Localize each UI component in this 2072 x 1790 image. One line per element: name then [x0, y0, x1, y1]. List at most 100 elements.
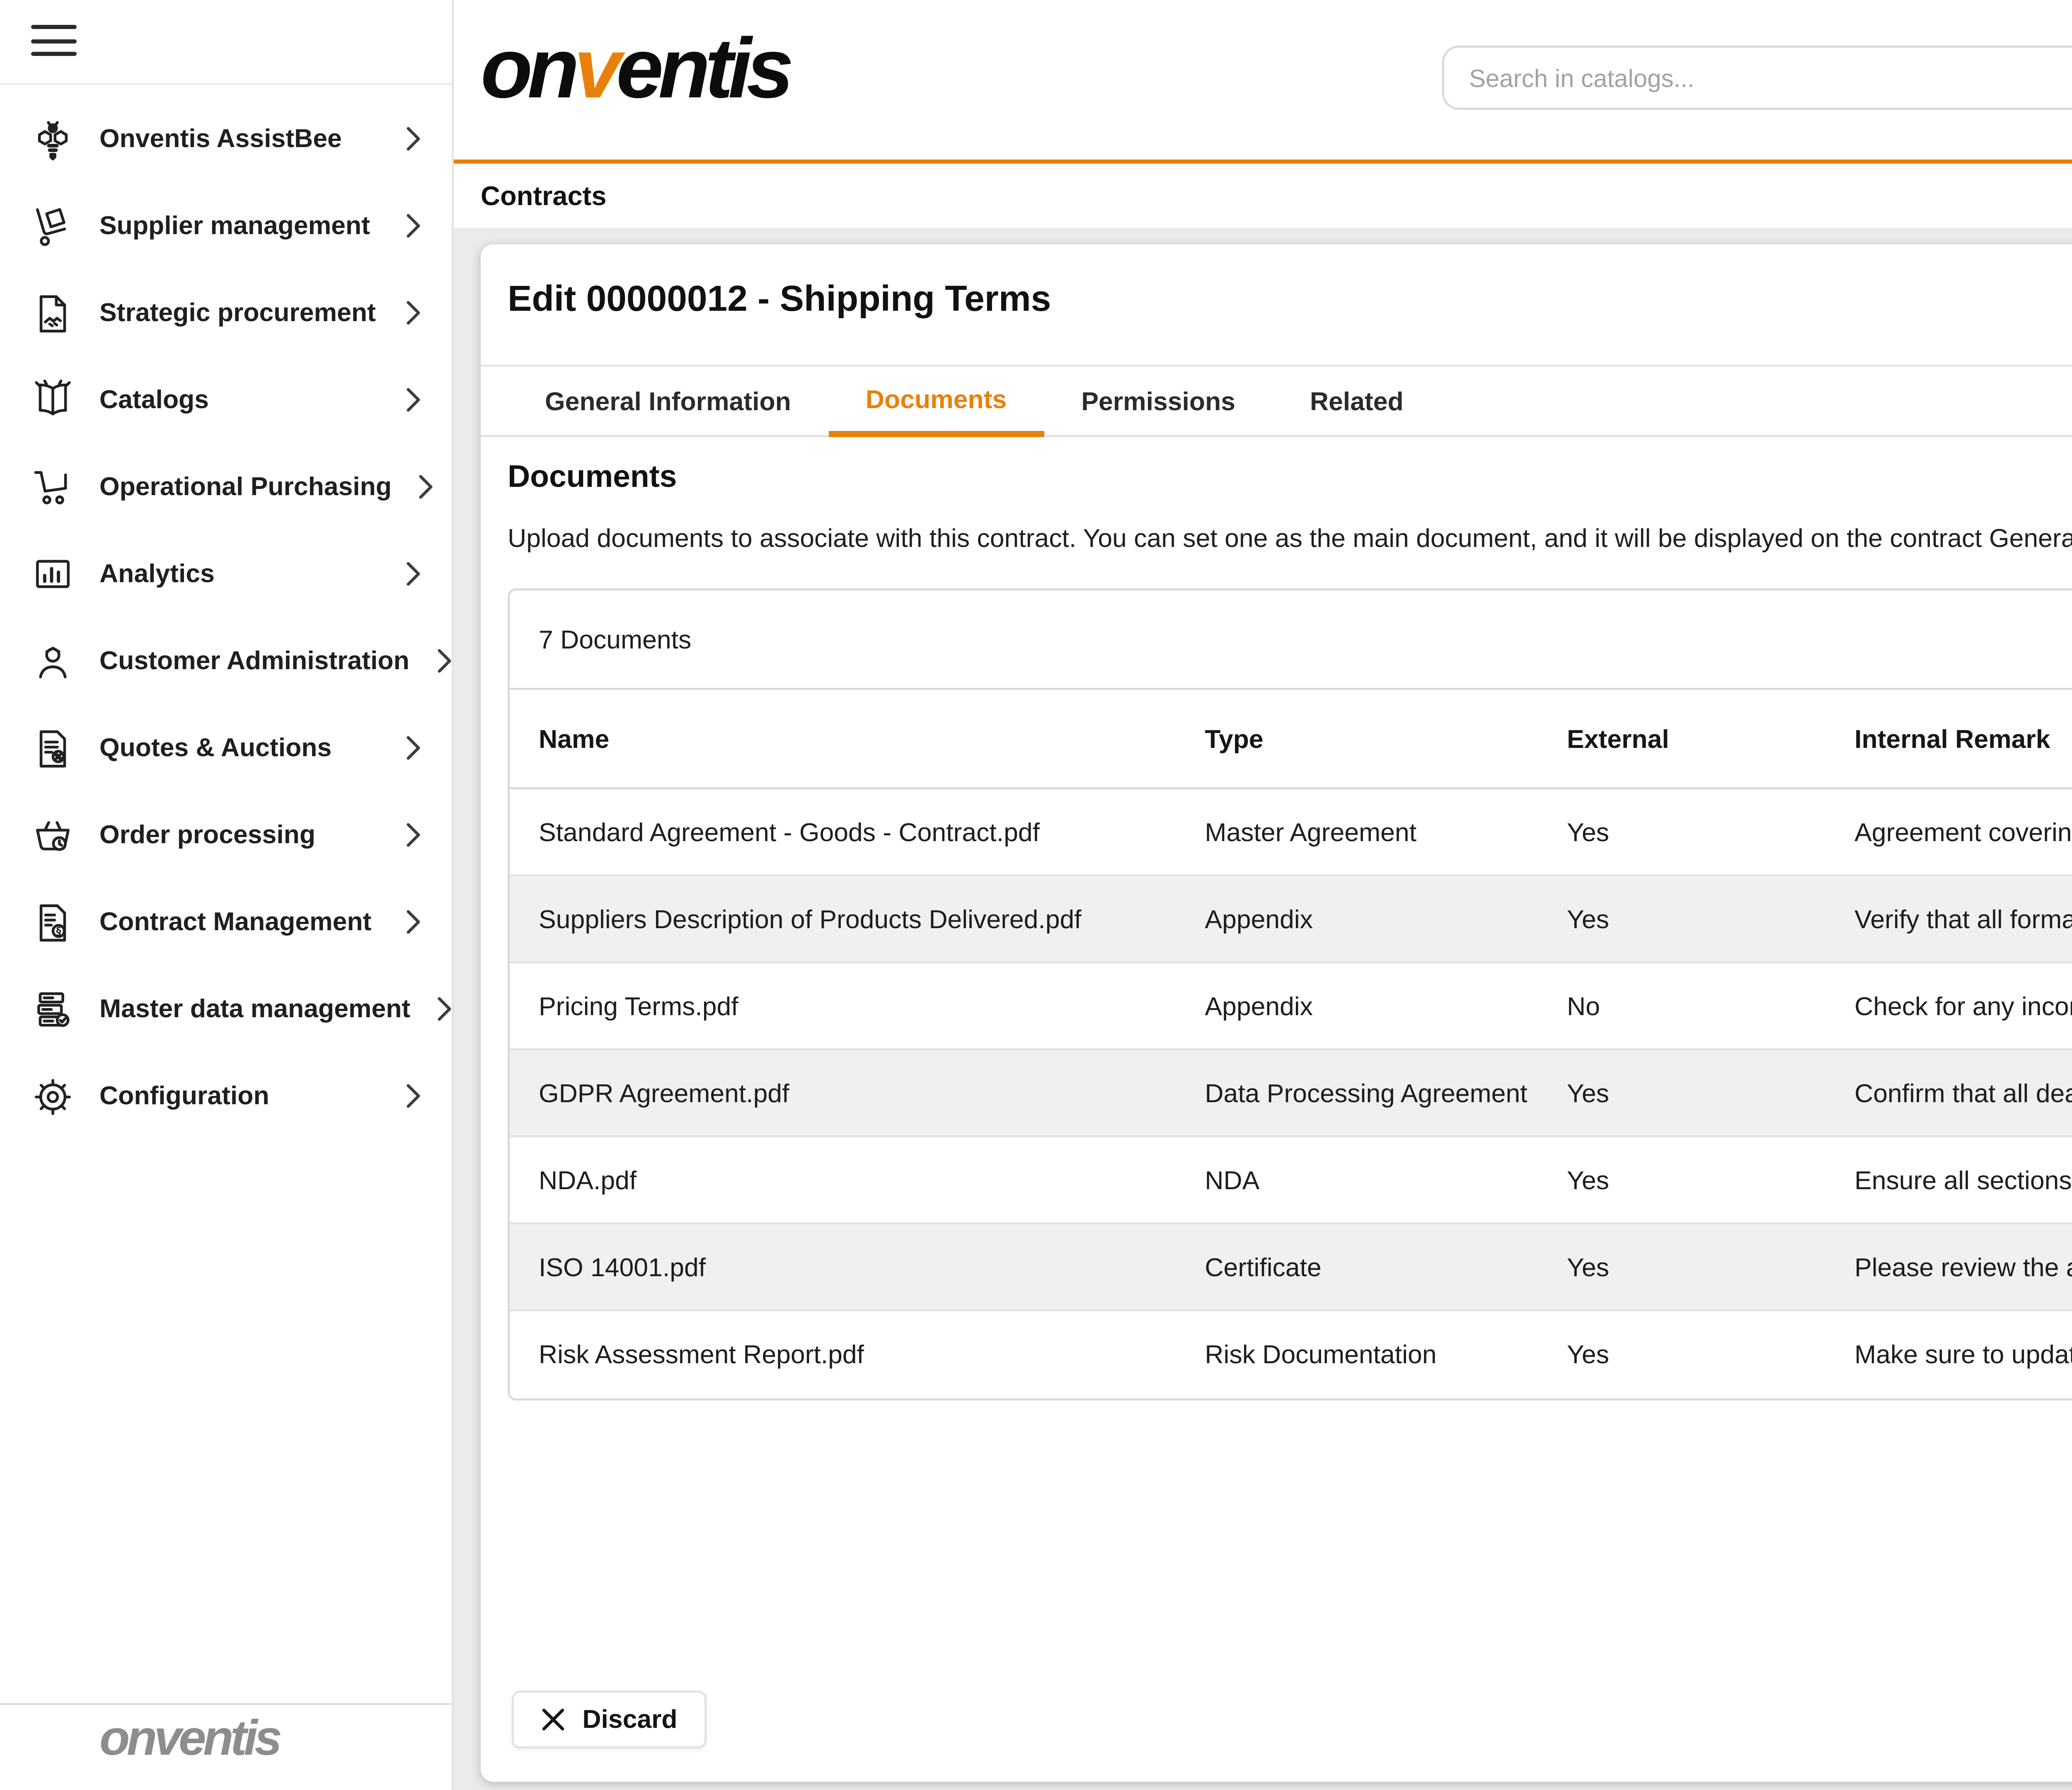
- doc-type: NDA: [1205, 1165, 1260, 1195]
- discard-label: Discard: [582, 1705, 678, 1734]
- sidebar: Onventis AssistBee Supplier management Str…: [0, 0, 454, 1790]
- onventis-logo[interactable]: onventis: [481, 21, 794, 118]
- chevron-right-icon: [404, 213, 423, 238]
- contract-edit-card: Edit 00000012 - Shipping Terms General I…: [481, 244, 2072, 1782]
- sidebar-item-label: Analytics: [99, 559, 215, 588]
- table-row: NDA.pdf NDA Yes Ensure all sections are com…: [510, 1137, 2072, 1224]
- sidebar-item-label: Contract Management: [99, 907, 372, 936]
- table-row: GDPR Agreement.pdf Data Processing Agreem…: [510, 1050, 2072, 1137]
- sidebar-item-customer-administration[interactable]: Customer Administration: [0, 617, 452, 704]
- sidebar-item-onventis-assistbee[interactable]: Onventis AssistBee: [0, 95, 452, 182]
- chevron-right-icon: [434, 648, 453, 673]
- tab-documents[interactable]: Documents: [828, 367, 1044, 437]
- document-handshake-icon: [31, 291, 75, 335]
- page-title: Edit 00000012 - Shipping Terms: [508, 278, 1051, 319]
- doc-external: Yes: [1567, 1165, 1610, 1195]
- hand-truck-icon: [31, 204, 75, 248]
- title-divider: [481, 365, 2072, 367]
- sidebar-item-supplier-management[interactable]: Supplier management: [0, 182, 452, 269]
- chevron-right-icon: [404, 735, 423, 760]
- doc-name: ISO 14001.pdf: [539, 1252, 706, 1282]
- cart-icon: [31, 465, 75, 509]
- table-header-row: Name Type External Internal Remark Main …: [510, 690, 2072, 789]
- sidebar-item-master-data-management[interactable]: Master data management: [0, 965, 452, 1052]
- sidebar-item-label: Quotes & Auctions: [99, 733, 332, 762]
- bee-icon: [31, 117, 75, 161]
- sidebar-footer-logo: onventis: [99, 1711, 282, 1767]
- chevron-right-icon: [416, 474, 435, 499]
- table-row: ISO 14001.pdf Certificate Yes Please review…: [510, 1224, 2072, 1311]
- sidebar-item-quotes-auctions[interactable]: Quotes & Auctions: [0, 704, 452, 791]
- document-section-icon: §: [31, 900, 75, 944]
- doc-remark: Please review the attached document for …: [1854, 1252, 2072, 1282]
- tab-related[interactable]: Related: [1310, 387, 1404, 416]
- doc-name: NDA.pdf: [539, 1165, 637, 1195]
- documents-count: 7 Documents: [510, 590, 2072, 690]
- sidebar-item-label: Catalogs: [99, 385, 209, 414]
- chevron-right-icon: [404, 910, 423, 934]
- sidebar-item-label: Master data management: [99, 994, 411, 1023]
- doc-name: Standard Agreement - Goods - Contract.pd…: [539, 817, 1040, 847]
- chevron-right-icon: [404, 126, 423, 151]
- chevron-right-icon: [404, 300, 423, 325]
- sidebar-item-analytics[interactable]: Analytics: [0, 530, 452, 617]
- col-header-internal-remark[interactable]: Internal Remark: [1854, 724, 2050, 753]
- table-row: Standard Agreement - Goods - Contract.pd…: [510, 789, 2072, 876]
- col-header-name[interactable]: Name: [539, 724, 610, 753]
- gear-icon: [31, 1074, 75, 1118]
- logo-text: entis: [616, 21, 794, 116]
- bar-chart-icon: [31, 552, 75, 596]
- sidebar-divider: [0, 83, 452, 85]
- sidebar-item-label: Onventis AssistBee: [99, 124, 342, 153]
- sidebar-item-strategic-procurement[interactable]: Strategic procurement: [0, 269, 452, 356]
- chevron-right-icon: [404, 387, 423, 412]
- col-header-type[interactable]: Type: [1205, 724, 1264, 753]
- table-row: Risk Assessment Report.pdf Risk Documenta…: [510, 1311, 2072, 1398]
- sidebar-item-label: Order processing: [99, 820, 316, 849]
- documents-table: 7 Documents Name Type External Internal …: [508, 588, 2072, 1401]
- sidebar-item-configuration[interactable]: Configuration: [0, 1052, 452, 1139]
- doc-external: Yes: [1567, 1252, 1610, 1282]
- svg-text:§: §: [56, 924, 61, 936]
- doc-external: Yes: [1567, 904, 1610, 934]
- sidebar-item-label: Supplier management: [99, 211, 370, 240]
- doc-remark: Check for any inconsistencies in the dat…: [1854, 991, 2072, 1021]
- doc-type: Data Processing Agreement: [1205, 1078, 1527, 1108]
- col-header-external[interactable]: External: [1567, 724, 1669, 753]
- sidebar-item-label: Operational Purchasing: [99, 472, 392, 501]
- sidebar-footer-divider: [0, 1703, 452, 1705]
- sidebar-item-operational-purchasing[interactable]: Operational Purchasing: [0, 443, 452, 530]
- chevron-right-icon: [404, 822, 423, 847]
- breadcrumb[interactable]: Contracts: [481, 180, 607, 211]
- doc-external: Yes: [1567, 817, 1610, 847]
- person-icon: [31, 639, 75, 683]
- tab-permissions[interactable]: Permissions: [1081, 387, 1236, 416]
- doc-name: Suppliers Description of Products Delive…: [539, 904, 1082, 934]
- document-percent-icon: [31, 726, 75, 770]
- doc-name: GDPR Agreement.pdf: [539, 1078, 789, 1108]
- chevron-right-icon: [404, 1084, 423, 1108]
- open-book-icon: [31, 378, 75, 422]
- table-body: Standard Agreement - Goods - Contract.pd…: [510, 789, 2072, 1398]
- doc-type: Master Agreement: [1205, 817, 1417, 847]
- table-row: Pricing Terms.pdf Appendix No Check for any…: [510, 963, 2072, 1050]
- discard-button[interactable]: Discard: [512, 1691, 707, 1749]
- doc-remark: Ensure all sections are complete before …: [1854, 1165, 2072, 1195]
- sidebar-item-order-processing[interactable]: Order processing: [0, 791, 452, 878]
- doc-type: Risk Documentation: [1205, 1340, 1437, 1369]
- documents-description: Upload documents to associate with this …: [508, 524, 2072, 553]
- doc-remark: Confirm that all deadlines are clearly s…: [1854, 1078, 2072, 1108]
- hamburger-menu-icon[interactable]: [31, 25, 77, 58]
- close-icon: [541, 1707, 566, 1732]
- database-check-icon: [31, 987, 75, 1031]
- doc-external: No: [1567, 991, 1600, 1021]
- doc-type: Appendix: [1205, 904, 1313, 934]
- doc-external: Yes: [1567, 1078, 1610, 1108]
- search-input[interactable]: [1444, 63, 2072, 92]
- sidebar-item-catalogs[interactable]: Catalogs: [0, 356, 452, 443]
- top-header: onventis ? CM: [454, 0, 2072, 164]
- tab-general-information[interactable]: General Information: [545, 387, 791, 416]
- documents-heading: Documents: [508, 460, 677, 495]
- sidebar-item-contract-management[interactable]: § Contract Management: [0, 878, 452, 965]
- tabs-underline: [481, 435, 2072, 437]
